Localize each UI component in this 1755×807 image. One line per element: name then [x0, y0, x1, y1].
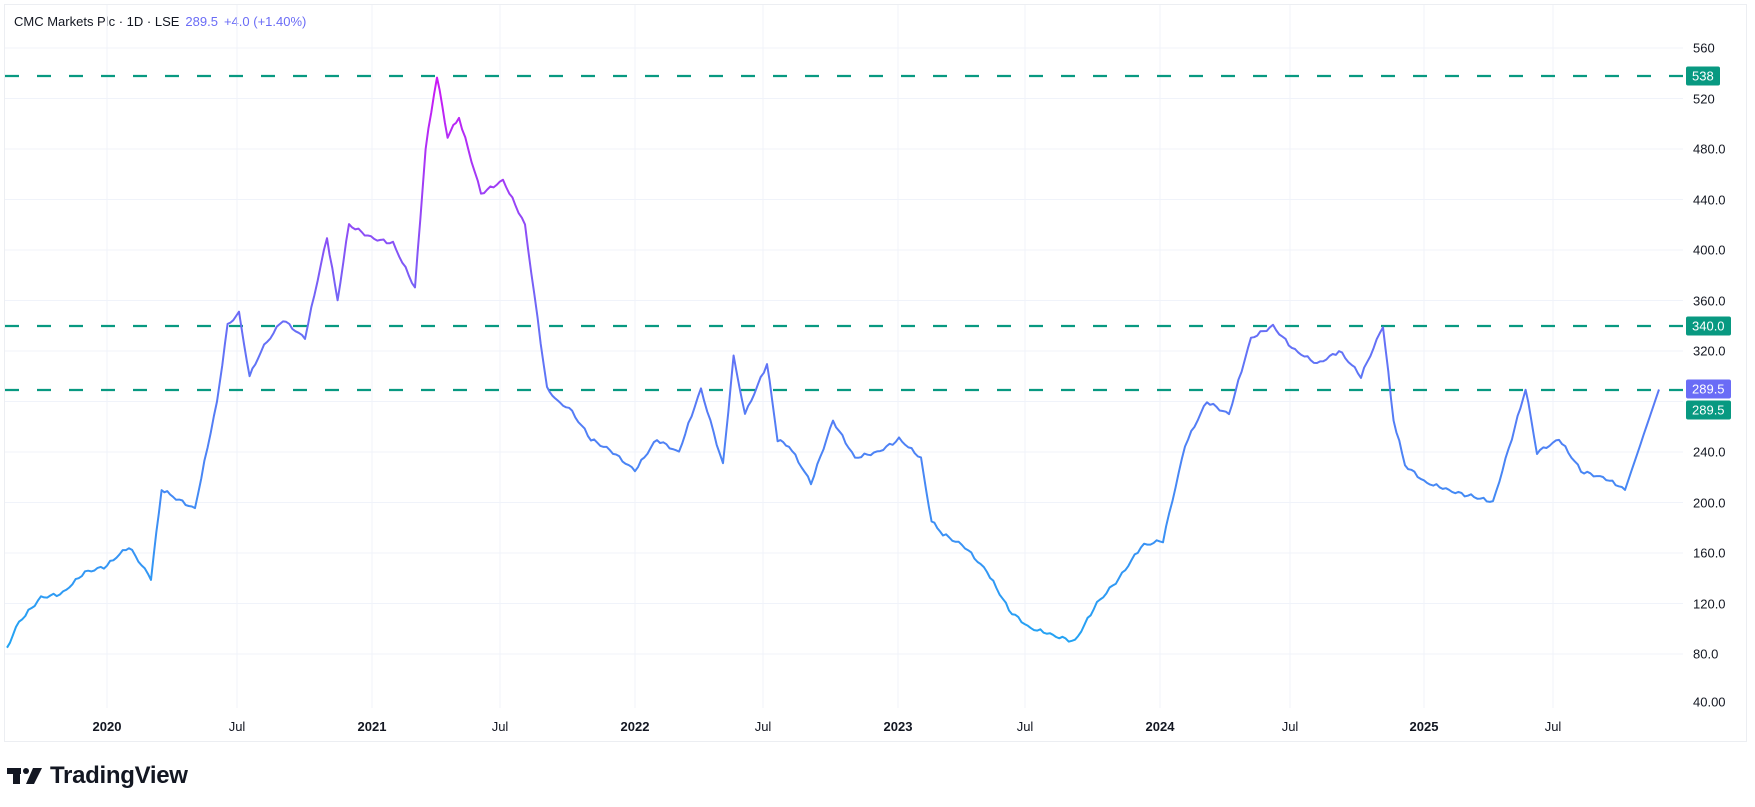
time-tick-label: 2023: [883, 719, 913, 734]
price-line: [6, 76, 1660, 649]
time-tick-label: Jul: [1281, 719, 1299, 734]
price-tick-label: 240.0: [1693, 444, 1726, 460]
logo-text: TradingView: [50, 762, 188, 789]
time-tick-label: Jul: [491, 719, 509, 734]
price-tick-label: 520: [1693, 91, 1715, 106]
price-tick-label: 160.0: [1693, 545, 1726, 561]
time-tick-label: 2022: [620, 719, 650, 734]
symbol-legend[interactable]: CMC Markets Plc · 1D · LSE 289.5 +4.0 (+1.…: [14, 14, 306, 29]
time-tick-label: 2021: [357, 719, 387, 734]
time-tick-label: 2025: [1409, 719, 1439, 734]
symbol-title: CMC Markets Plc · 1D · LSE: [14, 14, 180, 29]
level-lines: [5, 74, 1683, 392]
price-tick-label: 360.0: [1693, 293, 1726, 308]
price-tick-label: 80.0: [1693, 646, 1719, 662]
chart-frame: [4, 4, 1747, 742]
level-538-badge: 538: [1686, 66, 1720, 86]
price-tick-label: 440.0: [1693, 192, 1726, 207]
last-price: 289.5: [185, 14, 218, 29]
level-289-badge: 289.5: [1686, 400, 1731, 420]
price-tick-label: 320.0: [1693, 343, 1726, 359]
price-tick-label: 560: [1693, 40, 1715, 56]
grid-lines: [5, 5, 1683, 708]
price-tick-label: 400.0: [1693, 242, 1726, 258]
time-tick-label: Jul: [754, 719, 772, 734]
level-340-badge: 340.0: [1686, 316, 1731, 336]
last-price-badge: 289.5: [1686, 379, 1731, 399]
time-tick-label: Jul: [1544, 719, 1562, 734]
price-change: +4.0 (+1.40%): [223, 14, 307, 29]
tradingview-logo-icon: [7, 768, 42, 784]
price-tick-label: 120.0: [1693, 596, 1726, 611]
time-tick-label: Jul: [228, 719, 246, 734]
time-tick-label: 2020: [92, 719, 122, 734]
time-tick-label: Jul: [1016, 719, 1034, 734]
price-tick-label: 200.0: [1693, 495, 1726, 510]
time-tick-label: 2024: [1145, 719, 1175, 734]
price-tick-label: 480.0: [1693, 141, 1726, 157]
tradingview-logo[interactable]: TradingView: [7, 762, 188, 790]
price-tick-label: 40.00: [1693, 694, 1726, 710]
